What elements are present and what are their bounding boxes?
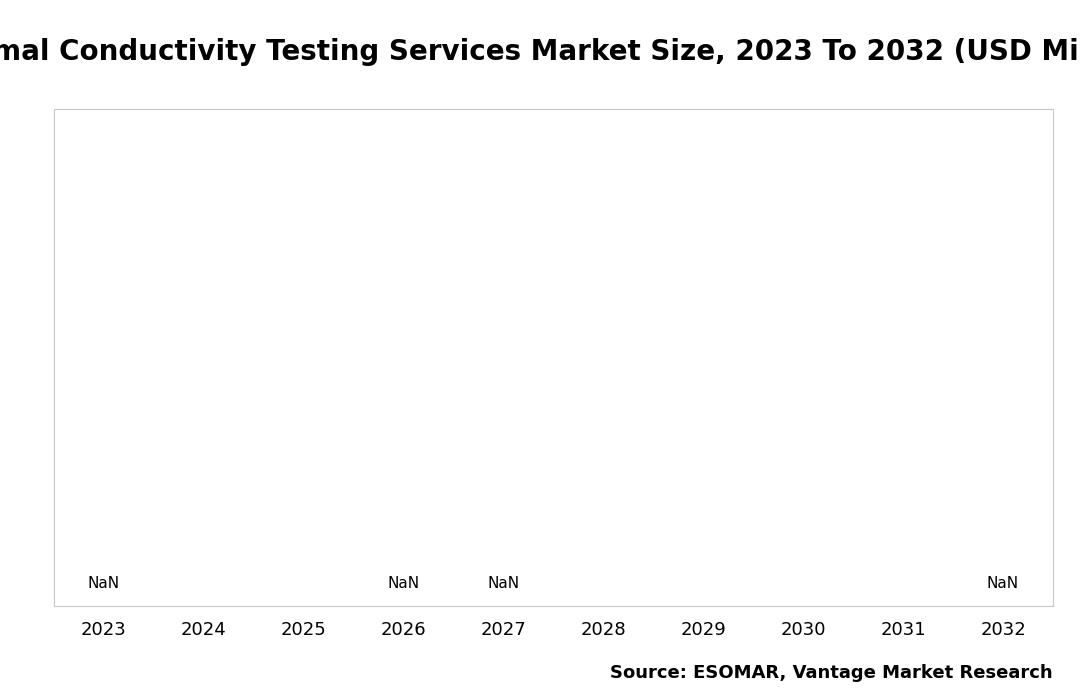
Bar xyxy=(754,108,853,606)
Text: Source: ESOMAR, Vantage Market Research: Source: ESOMAR, Vantage Market Research xyxy=(610,664,1053,682)
Bar xyxy=(853,108,954,606)
Bar xyxy=(54,108,154,606)
Text: NaN: NaN xyxy=(388,575,420,591)
Text: NaN: NaN xyxy=(87,575,120,591)
Text: Thermal Conductivity Testing Services Market Size, 2023 To 2032 (USD Million): Thermal Conductivity Testing Services Ma… xyxy=(0,38,1080,66)
Text: NaN: NaN xyxy=(987,575,1020,591)
Text: NaN: NaN xyxy=(487,575,519,591)
Bar xyxy=(954,108,1053,606)
Bar xyxy=(554,108,653,606)
Bar xyxy=(254,108,354,606)
Bar xyxy=(653,108,754,606)
Bar xyxy=(454,108,554,606)
Bar xyxy=(354,108,454,606)
Bar xyxy=(154,108,254,606)
